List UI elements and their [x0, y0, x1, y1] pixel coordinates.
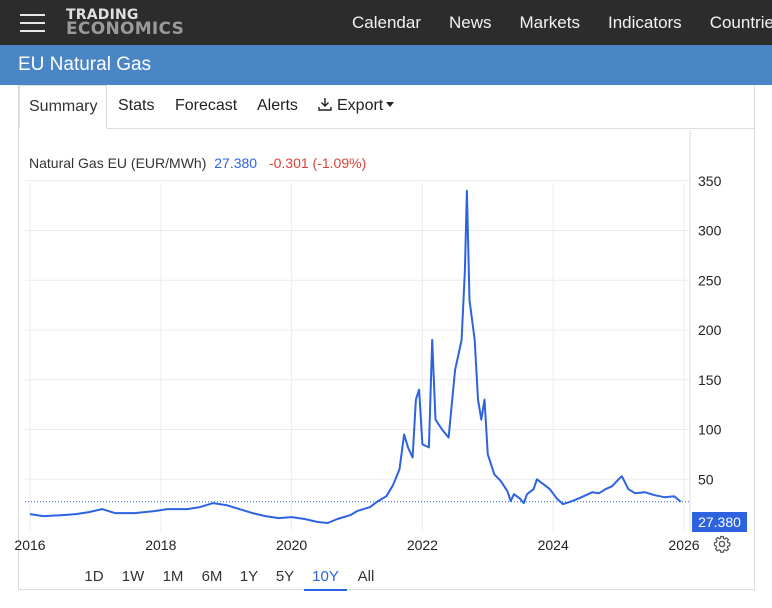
tab-divider — [19, 128, 754, 129]
tab-summary[interactable]: Summary — [19, 85, 108, 129]
download-icon — [318, 98, 332, 111]
tab-stats[interactable]: Stats — [118, 97, 155, 114]
range-1y[interactable]: 1Y — [239, 568, 259, 585]
title-bar: EU Natural Gas — [0, 45, 772, 85]
range-6m[interactable]: 6M — [201, 568, 223, 585]
legend-change: -0.301 (-1.09%) — [268, 155, 367, 171]
logo-line1: TRADING — [66, 7, 139, 23]
page-title: EU Natural Gas — [18, 54, 152, 75]
range-1d[interactable]: 1D — [84, 568, 104, 585]
tab-bar: Summary Stats Forecast Alerts Export — [19, 85, 754, 129]
tab-alerts[interactable]: Alerts — [257, 97, 298, 114]
range-1w[interactable]: 1W — [121, 568, 145, 585]
top-nav: Calendar News Markets Indicators Countri… — [338, 0, 772, 45]
gear-icon[interactable] — [713, 535, 731, 553]
chart-legend: Natural Gas EU (EUR/MWh) 27.380 -0.301 (… — [29, 155, 366, 171]
chart-panel: Summary Stats Forecast Alerts Export — [18, 85, 755, 590]
nav-calendar[interactable]: Calendar — [352, 13, 421, 32]
chevron-down-icon — [386, 102, 395, 107]
logo[interactable]: TRADING ECONOMICS — [66, 7, 185, 39]
range-5y[interactable]: 5Y — [275, 568, 295, 585]
export-label: Export — [337, 97, 384, 114]
last-value-label: 27.380 — [692, 512, 747, 532]
range-all[interactable]: All — [357, 568, 375, 585]
range-1m[interactable]: 1M — [162, 568, 184, 585]
nav-countries[interactable]: Countries — [709, 13, 772, 32]
legend-price: 27.380 — [214, 155, 258, 171]
top-bar: TRADING ECONOMICS Calendar News Markets … — [0, 0, 772, 45]
nav-markets[interactable]: Markets — [519, 13, 580, 32]
tab-forecast[interactable]: Forecast — [175, 97, 238, 114]
legend-label: Natural Gas EU (EUR/MWh) — [29, 155, 207, 171]
range-10y[interactable]: 10Y — [304, 563, 347, 591]
logo-line2: ECONOMICS — [66, 19, 185, 39]
nav-news[interactable]: News — [449, 13, 492, 32]
nav-indicators[interactable]: Indicators — [607, 13, 682, 32]
export-button[interactable]: Export — [317, 85, 395, 129]
hamburger-menu-icon[interactable] — [20, 12, 45, 32]
range-selector: 1D 1W 1M 6M 1Y 5Y 10Y All — [18, 563, 755, 591]
